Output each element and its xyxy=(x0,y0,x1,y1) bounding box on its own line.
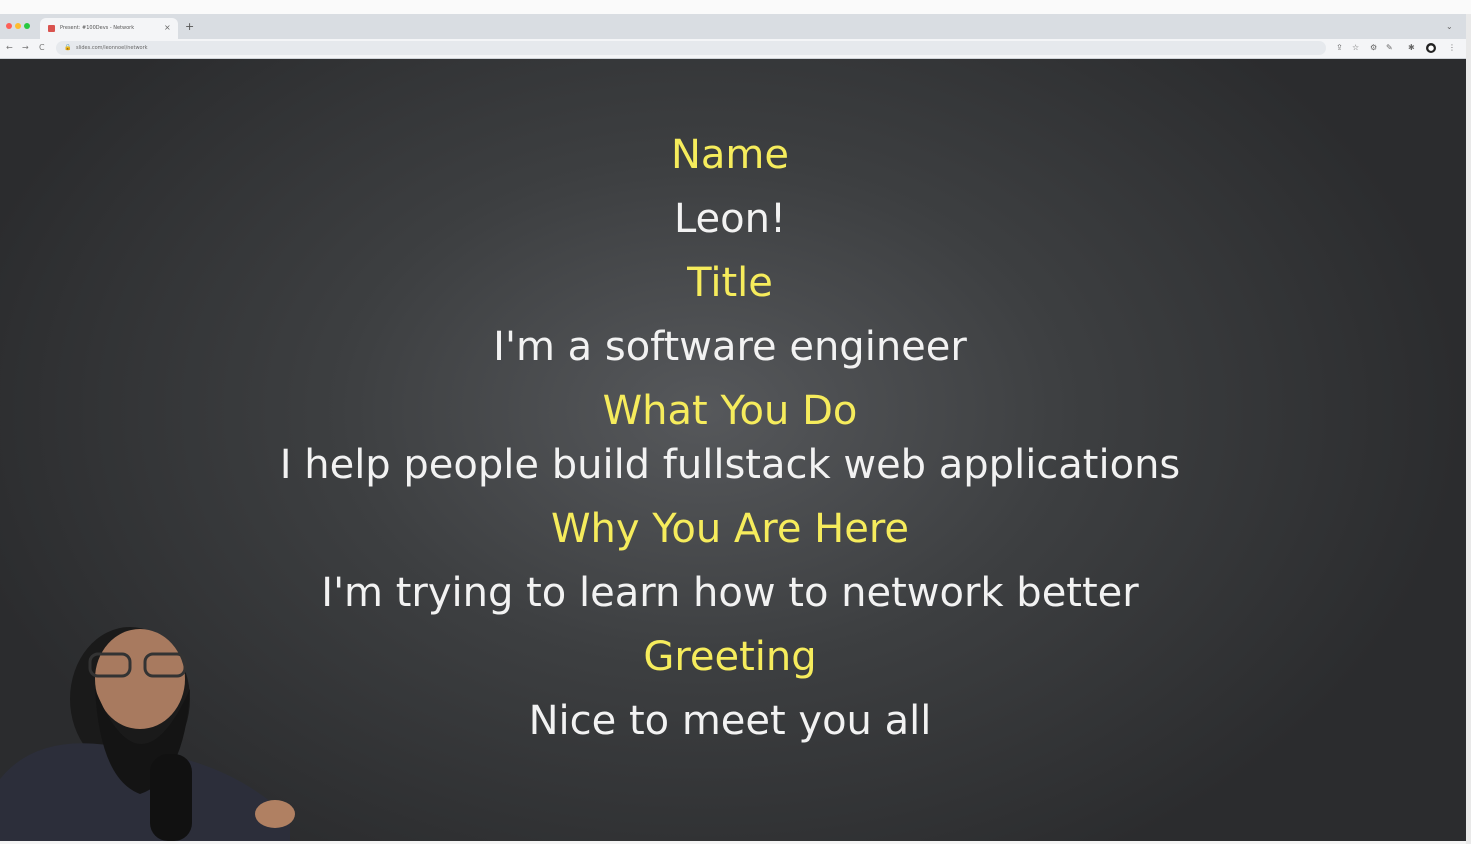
bookmark-star-icon[interactable]: ☆ xyxy=(1352,43,1360,52)
window-top-edge xyxy=(0,0,1471,14)
presentation-slide: Name Leon! Title I'm a software engineer… xyxy=(0,59,1466,841)
value-what-you-do: I help people build fullstack web applic… xyxy=(279,442,1181,488)
presenter-webcam-overlay xyxy=(0,627,295,841)
tab-close-icon[interactable]: × xyxy=(164,23,171,32)
tab-search-icon[interactable]: ⌄ xyxy=(1446,22,1453,31)
pen-extension-icon[interactable]: ✎ xyxy=(1386,43,1393,52)
window-right-edge xyxy=(1466,14,1471,844)
tab-strip: Present: #100Devs - Network × + ⌄ xyxy=(0,14,1466,39)
value-why-you-are-here: I'm trying to learn how to network bette… xyxy=(321,570,1139,616)
url-text[interactable]: slides.com/leonnoel/network xyxy=(76,45,148,51)
reload-icon[interactable]: C xyxy=(39,43,45,52)
value-title: I'm a software engineer xyxy=(493,324,967,370)
browser-tab[interactable]: Present: #100Devs - Network × xyxy=(40,18,178,39)
back-icon[interactable]: ← xyxy=(6,43,13,52)
label-what-you-do: What You Do xyxy=(602,388,858,434)
maximize-window-icon[interactable] xyxy=(24,23,30,29)
tab-title: Present: #100Devs - Network xyxy=(60,25,135,31)
value-name: Leon! xyxy=(673,196,787,242)
new-tab-button[interactable]: + xyxy=(185,20,195,33)
label-why-you-are-here: Why You Are Here xyxy=(550,506,910,552)
label-title: Title xyxy=(687,260,773,306)
label-name: Name xyxy=(670,132,789,178)
value-greeting: Nice to meet you all xyxy=(528,698,932,744)
menu-kebab-icon[interactable]: ⋮ xyxy=(1448,43,1456,52)
address-bar[interactable]: 🔒 slides.com/leonnoel/network xyxy=(56,41,1326,55)
minimize-window-icon[interactable] xyxy=(15,23,21,29)
browser-toolbar: ← → C 🔒 slides.com/leonnoel/network ⇪ ☆ … xyxy=(0,39,1466,59)
profile-avatar-icon[interactable]: ● xyxy=(1426,43,1436,53)
label-greeting: Greeting xyxy=(643,634,817,680)
puzzle-extensions-icon[interactable]: ✱ xyxy=(1408,43,1415,52)
close-window-icon[interactable] xyxy=(6,23,12,29)
lock-icon: 🔒 xyxy=(64,44,72,51)
forward-icon[interactable]: → xyxy=(22,43,29,52)
browser-window: Present: #100Devs - Network × + ⌄ ← → C … xyxy=(0,14,1466,841)
extension-icon[interactable]: ⚙ xyxy=(1370,43,1378,52)
slides-favicon-icon xyxy=(48,25,55,32)
share-icon[interactable]: ⇪ xyxy=(1336,43,1343,52)
